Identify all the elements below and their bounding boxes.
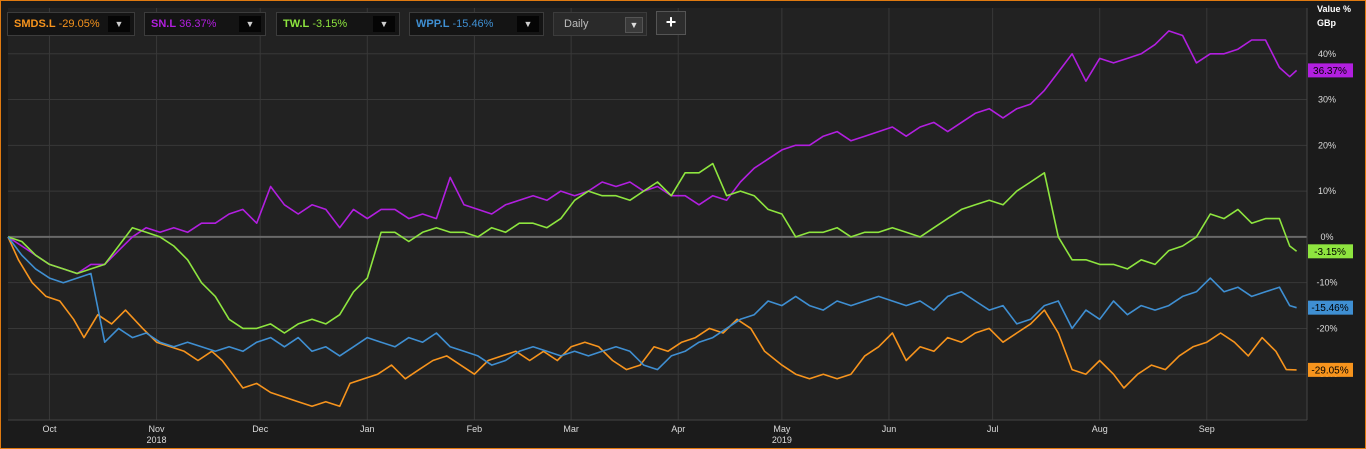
axis-currency-label: GBp bbox=[1317, 18, 1336, 28]
chevron-down-icon[interactable]: ▼ bbox=[625, 17, 643, 33]
last-value-tag bbox=[1308, 63, 1353, 78]
symbol-ticker-tw: TW.L bbox=[283, 18, 310, 30]
series-line-snl bbox=[7, 30, 1298, 275]
x-tick-label: Sep bbox=[1199, 424, 1215, 434]
y-tick-label: 10% bbox=[1318, 186, 1336, 196]
x-tick-label: Apr bbox=[671, 424, 685, 434]
series-line-smdsl bbox=[7, 236, 1297, 408]
plot-area bbox=[8, 8, 1307, 420]
y-tick-label: 30% bbox=[1318, 95, 1336, 105]
series-line-wppl bbox=[7, 236, 1297, 371]
series-line-twl bbox=[7, 162, 1298, 334]
symbol-chip-wpp[interactable]: WPP.L -15.46% ▼ bbox=[409, 12, 544, 36]
last-value-label: -3.15% bbox=[1314, 247, 1346, 258]
symbol-change-sn: 36.37% bbox=[179, 18, 217, 30]
x-tick-label: Jun bbox=[882, 424, 897, 434]
chevron-down-icon[interactable]: ▼ bbox=[373, 16, 395, 32]
x-tick-label: Mar bbox=[563, 424, 579, 434]
symbol-ticker-wpp: WPP.L bbox=[416, 18, 450, 30]
y-tick-label: -10% bbox=[1316, 278, 1337, 288]
last-value-tag bbox=[1308, 362, 1353, 377]
axis-unit-label: Value % bbox=[1317, 4, 1352, 14]
chevron-down-icon[interactable]: ▼ bbox=[108, 16, 130, 32]
symbol-change-smds: -29.05% bbox=[58, 18, 100, 30]
symbol-chip-smds[interactable]: SMDS.L -29.05% ▼ bbox=[7, 12, 135, 36]
chevron-down-icon[interactable]: ▼ bbox=[239, 16, 261, 32]
symbol-ticker-smds: SMDS.L bbox=[14, 18, 56, 30]
x-tick-label: Aug bbox=[1092, 424, 1108, 434]
x-tick-label: Jan bbox=[360, 424, 375, 434]
chevron-down-icon[interactable]: ▼ bbox=[517, 16, 539, 32]
symbol-chip-sn[interactable]: SN.L 36.37% ▼ bbox=[144, 12, 266, 36]
frequency-value: Daily bbox=[564, 18, 589, 30]
x-tick-label: Oct bbox=[42, 424, 57, 434]
last-value-label: -29.05% bbox=[1311, 365, 1348, 376]
last-value-tag bbox=[1308, 244, 1353, 259]
symbol-ticker-sn: SN.L bbox=[151, 18, 177, 30]
x-year-label: 2019 bbox=[772, 435, 792, 445]
x-tick-label: Nov bbox=[149, 424, 166, 434]
add-symbol-button[interactable]: + bbox=[656, 11, 686, 35]
y-tick-label: -20% bbox=[1316, 323, 1337, 333]
symbol-chip-tw[interactable]: TW.L -3.15% ▼ bbox=[276, 12, 400, 36]
x-tick-label: Feb bbox=[467, 424, 483, 434]
last-value-label: 36.37% bbox=[1313, 66, 1347, 77]
x-tick-label: Dec bbox=[252, 424, 269, 434]
y-tick-label: 20% bbox=[1318, 140, 1336, 150]
last-value-tag bbox=[1308, 300, 1353, 315]
last-value-label: -15.46% bbox=[1311, 303, 1348, 314]
y-tick-label: 0% bbox=[1320, 232, 1333, 242]
symbol-change-tw: -3.15% bbox=[312, 18, 348, 30]
frequency-select[interactable]: Daily ▼ bbox=[553, 12, 647, 36]
x-tick-label: May bbox=[773, 424, 791, 434]
symbol-change-wpp: -15.46% bbox=[452, 18, 494, 30]
x-tick-label: Jul bbox=[987, 424, 999, 434]
x-year-label: 2018 bbox=[147, 435, 167, 445]
y-tick-label: 40% bbox=[1318, 49, 1336, 59]
